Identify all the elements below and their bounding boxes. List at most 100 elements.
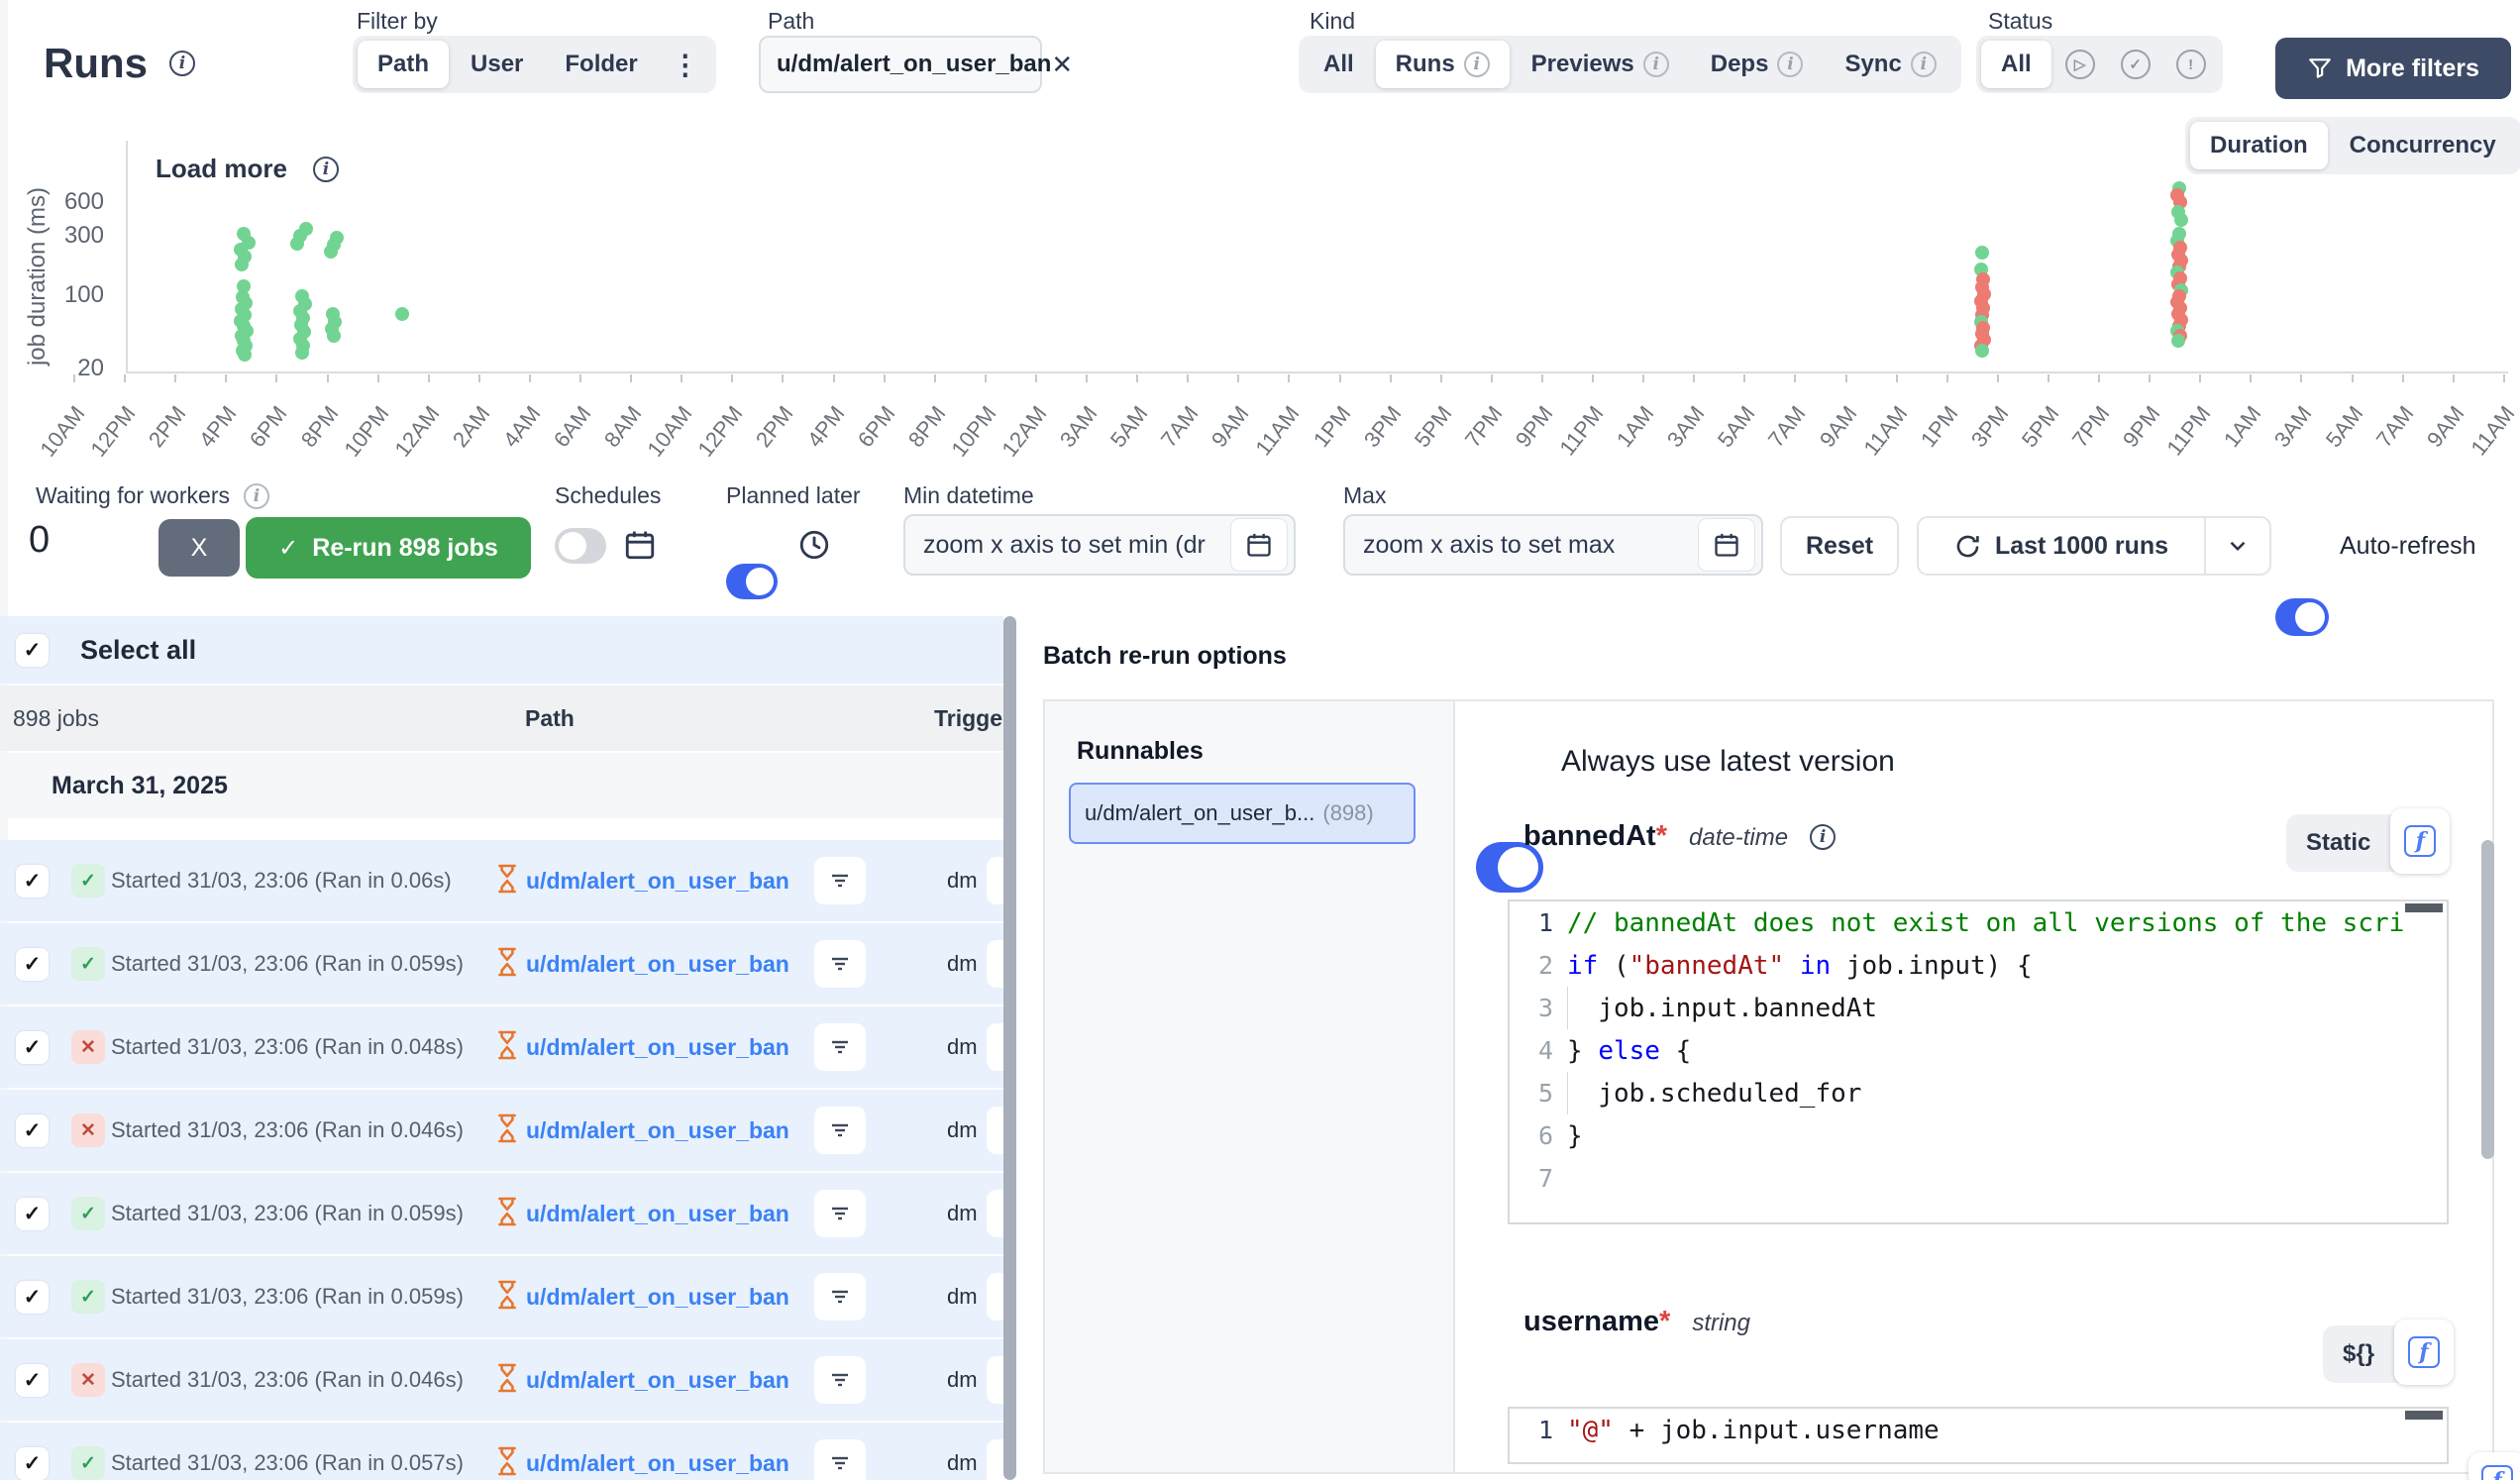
kebab-menu-icon[interactable]: ⋮	[671, 49, 699, 80]
code-line[interactable]: 7	[1510, 1157, 2447, 1200]
mode-javascript-button[interactable]: f	[2394, 1320, 2455, 1385]
rerun-jobs-button[interactable]: ✓ Re-run 898 jobs	[246, 517, 531, 579]
filter-by-path-chip[interactable]	[814, 857, 866, 904]
row-checkbox[interactable]: ✓	[16, 1363, 49, 1397]
success-run-dot[interactable]	[295, 346, 309, 360]
row-action-chip-cut[interactable]	[987, 940, 1004, 988]
code-line[interactable]: 6}	[1510, 1114, 2447, 1157]
success-run-dot[interactable]	[237, 279, 251, 293]
schedules-toggle[interactable]	[555, 528, 606, 564]
max-calendar-button[interactable]	[1698, 518, 1755, 572]
success-run-dot[interactable]	[324, 245, 338, 259]
job-row[interactable]: ✓ ✓ Started 31/03, 23:06 (Ran in 0.059s) u/…	[0, 923, 1004, 1004]
filter-by-path-chip[interactable]	[814, 1023, 866, 1071]
success-run-dot[interactable]	[2171, 334, 2185, 348]
reset-button[interactable]: Reset	[1780, 516, 1899, 576]
auto-refresh-toggle[interactable]	[2275, 598, 2329, 636]
run-path-link[interactable]: u/dm/alert_on_user_ban	[526, 1366, 789, 1393]
latest-version-toggle[interactable]	[1476, 842, 1543, 893]
job-row[interactable]: ✓ ✕ Started 31/03, 23:06 (Ran in 0.046s) u/…	[0, 1090, 1004, 1171]
job-row[interactable]: ✓ ✕ Started 31/03, 23:06 (Ran in 0.046s) u/…	[0, 1339, 1004, 1421]
job-row[interactable]: ✓ ✓ Started 31/03, 23:06 (Ran in 0.059s) u/…	[0, 1173, 1004, 1254]
row-checkbox[interactable]: ✓	[16, 947, 49, 981]
load-more-info-icon[interactable]: i	[312, 156, 339, 182]
kind-sync-info-icon[interactable]: i	[1910, 52, 1937, 77]
list-scrollbar[interactable]	[1003, 616, 1016, 1480]
row-action-chip-cut[interactable]	[987, 1023, 1004, 1071]
planned-later-toggle[interactable]	[726, 564, 778, 599]
cancel-selection-button[interactable]: X	[158, 519, 240, 577]
success-run-dot[interactable]	[1975, 246, 1989, 260]
clear-path-icon[interactable]: ✕	[1051, 49, 1074, 79]
success-run-dot[interactable]	[238, 348, 252, 362]
code-line[interactable]: 1 // bannedAt does not exist on all versi…	[1510, 901, 2447, 944]
run-path-link[interactable]: u/dm/alert_on_user_ban	[526, 1033, 789, 1060]
mode-static-label[interactable]: Static	[2306, 829, 2371, 856]
success-run-dot[interactable]	[327, 329, 341, 343]
runs-info-icon[interactable]: i	[169, 51, 195, 76]
status-running[interactable]: ▷	[2053, 41, 2107, 88]
filter-by-path-chip[interactable]	[814, 1107, 866, 1154]
load-more[interactable]: Load more i	[156, 154, 339, 184]
run-path-link[interactable]: u/dm/alert_on_user_ban	[526, 1449, 789, 1476]
row-checkbox[interactable]: ✓	[16, 1280, 49, 1314]
job-row[interactable]: ✓ ✓ Started 31/03, 23:06 (Ran in 0.057s) u/…	[0, 1423, 1004, 1480]
path-filter-value[interactable]: u/dm/alert_on_user_ban	[777, 51, 1052, 77]
status-success[interactable]: ✓	[2109, 41, 2162, 88]
view-concurrency[interactable]: Concurrency	[2349, 132, 2496, 159]
more-filters-button[interactable]: More filters	[2275, 38, 2511, 99]
filter-by-path-chip[interactable]	[814, 1273, 866, 1321]
min-calendar-button[interactable]	[1230, 518, 1288, 572]
kind-runs-info-icon[interactable]: i	[1463, 52, 1490, 77]
run-path-link[interactable]: u/dm/alert_on_user_ban	[526, 950, 789, 977]
row-action-chip-cut[interactable]	[987, 1107, 1004, 1154]
run-path-link[interactable]: u/dm/alert_on_user_ban	[526, 867, 789, 894]
filter-by-user[interactable]: User	[471, 51, 524, 77]
success-run-dot[interactable]	[235, 258, 249, 271]
last-runs-button[interactable]: Last 1000 runs	[1919, 532, 2204, 561]
runnable-item[interactable]: u/dm/alert_on_user_b... (898)	[1069, 783, 1416, 844]
code-line[interactable]: 5 job.scheduled_for	[1510, 1072, 2447, 1114]
bannedat-code-editor[interactable]: 1 // bannedAt does not exist on all versi…	[1508, 899, 2449, 1224]
editor-hscrollbar[interactable]	[2405, 1411, 2443, 1420]
run-path-link[interactable]: u/dm/alert_on_user_ban	[526, 1283, 789, 1310]
filter-by-path-chip[interactable]	[814, 1439, 866, 1480]
success-run-dot[interactable]	[290, 237, 304, 251]
row-action-chip-cut[interactable]	[987, 1356, 1004, 1404]
kind-all[interactable]: All	[1323, 51, 1354, 77]
panel-scrollbar[interactable]	[2481, 840, 2494, 1159]
waiting-info-icon[interactable]: i	[243, 482, 269, 509]
code-line[interactable]: 4} else {	[1510, 1029, 2447, 1072]
row-action-chip-cut[interactable]	[987, 1190, 1004, 1237]
row-action-chip-cut[interactable]	[987, 1439, 1004, 1480]
success-run-dot[interactable]	[2174, 213, 2188, 227]
last-runs-dropdown[interactable]	[2206, 533, 2269, 559]
filter-by-path[interactable]: Path	[358, 41, 450, 88]
job-row[interactable]: ✓ ✕ Started 31/03, 23:06 (Ran in 0.048s) u/…	[0, 1006, 1004, 1088]
success-run-dot[interactable]	[1975, 344, 1989, 358]
status-failure[interactable]: !	[2164, 41, 2218, 88]
row-action-chip-cut[interactable]	[987, 1273, 1004, 1321]
mode-javascript-button-cut[interactable]: f	[2468, 1452, 2520, 1480]
success-run-dot[interactable]	[299, 222, 313, 236]
run-path-link[interactable]: u/dm/alert_on_user_ban	[526, 1116, 789, 1143]
status-all[interactable]: All	[1981, 41, 2051, 88]
kind-previews-info-icon[interactable]: i	[1642, 52, 1669, 77]
kind-deps[interactable]: Deps i	[1691, 41, 1824, 88]
editor-hscrollbar[interactable]	[2405, 903, 2443, 912]
max-datetime-input[interactable]: zoom x axis to set max	[1363, 530, 1616, 559]
view-duration[interactable]: Duration	[2190, 122, 2328, 169]
filter-by-path-chip[interactable]	[814, 940, 866, 988]
row-checkbox[interactable]: ✓	[16, 864, 49, 898]
filter-by-folder[interactable]: Folder	[565, 51, 638, 77]
field-info-icon[interactable]: i	[1810, 823, 1837, 850]
kind-deps-info-icon[interactable]: i	[1777, 52, 1804, 77]
min-datetime-input[interactable]: zoom x axis to set min (dr	[923, 530, 1206, 559]
row-checkbox[interactable]: ✓	[16, 1113, 49, 1147]
run-path-link[interactable]: u/dm/alert_on_user_ban	[526, 1200, 789, 1226]
code-line[interactable]: 3 job.input.bannedAt	[1510, 987, 2447, 1029]
row-checkbox[interactable]: ✓	[16, 1030, 49, 1064]
mode-javascript-button[interactable]: f	[2390, 808, 2451, 874]
kind-previews[interactable]: Previews i	[1512, 41, 1689, 88]
row-checkbox[interactable]: ✓	[16, 1446, 49, 1480]
